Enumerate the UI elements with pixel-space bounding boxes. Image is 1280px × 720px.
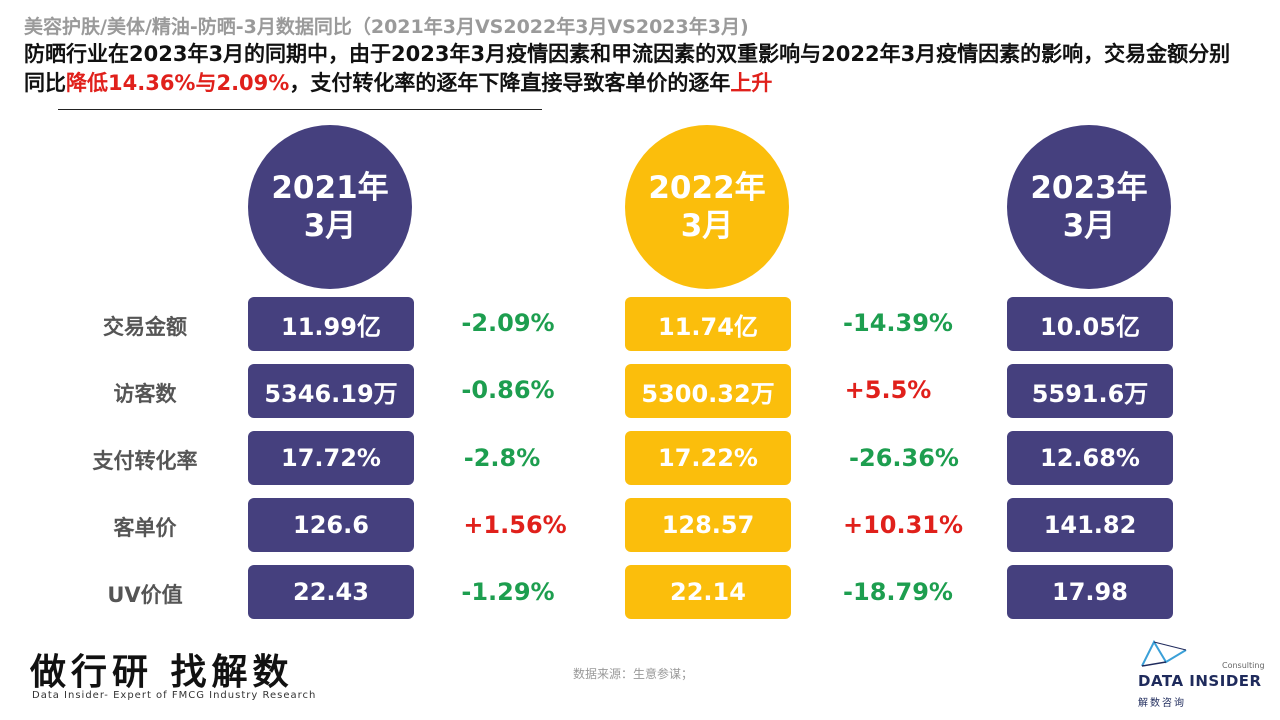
change-22-23-gmv: -14.39% xyxy=(843,309,953,337)
change-21-22-aov: +1.56% xyxy=(463,511,567,539)
value-2022-uv-value: 22.14 xyxy=(625,565,791,619)
change-21-22-visitors: -0.86% xyxy=(461,376,555,404)
value-2022-visitors: 5300.32万 xyxy=(625,364,791,418)
change-22-23-visitors: +5.5% xyxy=(844,376,932,404)
change-21-22-conversion: -2.8% xyxy=(463,444,541,472)
data-source-note: 数据来源：生意参谋； xyxy=(573,667,694,681)
metric-label-uv-value: UV价值 xyxy=(107,583,183,607)
metric-label-aov: 客单价 xyxy=(113,516,177,540)
change-22-23-conversion: -26.36% xyxy=(849,444,959,472)
year-circle-2023: 2023年 3月 xyxy=(1007,125,1171,289)
year-circle-month: 3月 xyxy=(303,208,357,244)
brand-slogan: 做行研 找解数 xyxy=(30,651,294,693)
value-2023-uv-value: 17.98 xyxy=(1007,565,1173,619)
logo-consulting-text: Consulting xyxy=(1222,661,1265,670)
value-2021-aov: 126.6 xyxy=(248,498,414,552)
change-22-23-aov: +10.31% xyxy=(842,511,964,539)
headline-highlight-1: 降低14.36%与2.09% xyxy=(66,71,290,95)
year-circle-year: 2023年 xyxy=(1030,170,1148,206)
logo-main-text: DATA INSIDER xyxy=(1138,672,1262,690)
value-2022-aov: 128.57 xyxy=(625,498,791,552)
value-2023-aov: 141.82 xyxy=(1007,498,1173,552)
year-circle-2021: 2021年 3月 xyxy=(248,125,412,289)
change-21-22-gmv: -2.09% xyxy=(461,309,555,337)
value-2023-visitors: 5591.6万 xyxy=(1007,364,1173,418)
change-22-23-uv-value: -18.79% xyxy=(843,578,953,606)
value-2021-conversion: 17.72% xyxy=(248,431,414,485)
value-2023-gmv: 10.05亿 xyxy=(1007,297,1173,351)
page-subtitle: 美容护肤/美体/精油-防晒-3月数据同比（2021年3月VS2022年3月VS2… xyxy=(24,16,749,38)
value-2021-gmv: 11.99亿 xyxy=(248,297,414,351)
headline-highlight-2: 上升 xyxy=(730,71,773,95)
headline-divider xyxy=(58,109,542,110)
headline-text-1: 防晒行业在2023年3月的同期中，由于2023年3月疫情因素和甲流因素的双重影响… xyxy=(24,42,1231,95)
year-circle-2022: 2022年 3月 xyxy=(625,125,789,289)
change-21-22-uv-value: -1.29% xyxy=(461,578,555,606)
data-insider-logo-icon xyxy=(1141,639,1187,667)
metric-label-conversion: 支付转化率 xyxy=(92,449,198,473)
value-2021-uv-value: 22.43 xyxy=(248,565,414,619)
metric-label-gmv: 交易金额 xyxy=(103,315,187,339)
brand-slogan-sub: Data Insider- Expert of FMCG Industry Re… xyxy=(32,690,317,701)
value-2023-conversion: 12.68% xyxy=(1007,431,1173,485)
year-circle-year: 2022年 xyxy=(648,170,766,206)
page-headline: 防晒行业在2023年3月的同期中，由于2023年3月疫情因素和甲流因素的双重影响… xyxy=(24,40,1234,98)
headline-text-2: ，支付转化率的逐年下降直接导致客单价的逐年 xyxy=(289,71,731,95)
logo-chinese-text: 解数咨询 xyxy=(1138,698,1186,709)
value-2021-visitors: 5346.19万 xyxy=(248,364,414,418)
year-circle-month: 3月 xyxy=(680,208,734,244)
value-2022-gmv: 11.74亿 xyxy=(625,297,791,351)
year-circle-month: 3月 xyxy=(1062,208,1116,244)
value-2022-conversion: 17.22% xyxy=(625,431,791,485)
year-circle-year: 2021年 xyxy=(271,170,389,206)
metric-label-visitors: 访客数 xyxy=(113,382,177,406)
